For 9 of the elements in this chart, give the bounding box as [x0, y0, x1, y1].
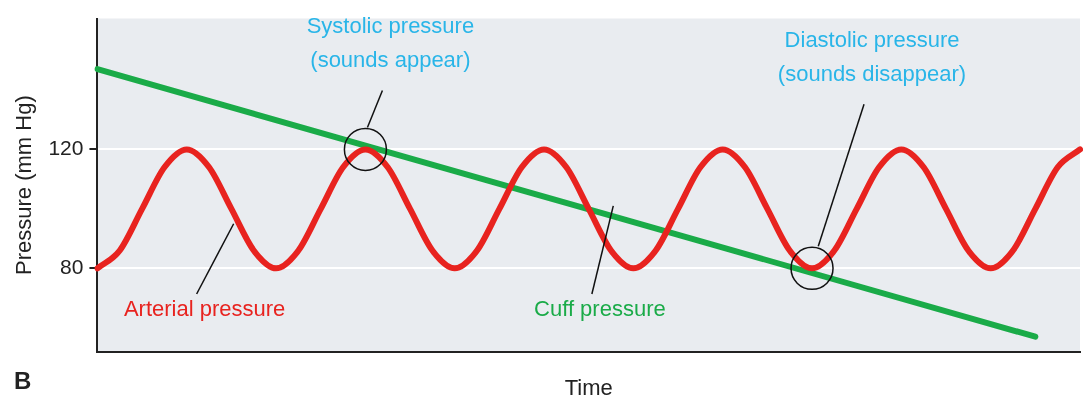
y-tick-label: 120 [48, 136, 84, 160]
text: Cuff pressure [534, 296, 666, 322]
annotation: Systolic pressure (sounds appear) [306, 13, 475, 73]
y-tick-label: 80 [60, 255, 84, 279]
y-axis-title: Pressure (mm Hg) [11, 95, 37, 275]
text: B [14, 366, 32, 394]
series-label: Arterial pressure [123, 296, 286, 322]
x-axis-title: Time [564, 374, 613, 400]
annotation: Diastolic pressure (sounds disappear) [777, 27, 967, 87]
